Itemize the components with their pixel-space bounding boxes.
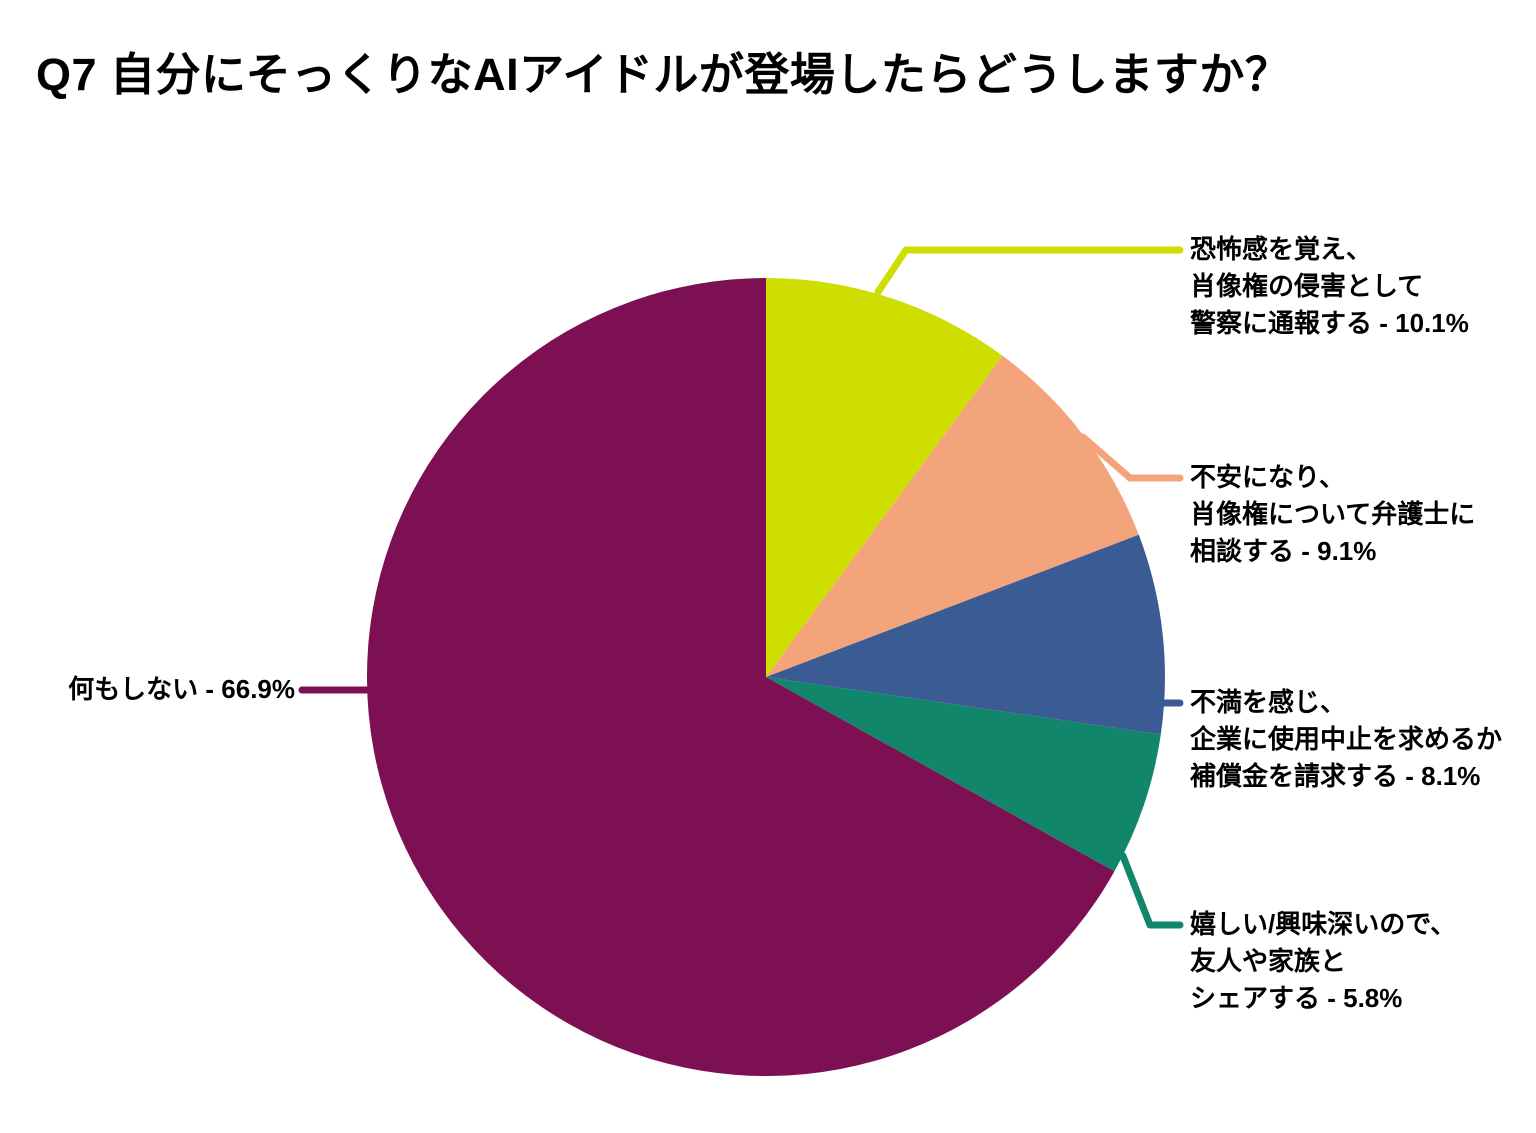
- slice-label-do-nothing: 何もしない - 66.9%: [68, 674, 295, 704]
- slice-label-demand-compensation: 不満を感じ、 企業に使用中止を求めるか 補償金を請求する - 8.1%: [1190, 687, 1503, 791]
- pie-slice-2: [766, 534, 1165, 735]
- slice-label-consult-lawyer: 不安になり、 肖像権について弁護士に 相談する - 9.1%: [1190, 462, 1476, 566]
- pie-slice-3: [766, 677, 1161, 872]
- pie-slice-4: [366, 278, 1115, 1076]
- slice-label-report-to-police: 恐怖感を覚え、 肖像権の侵害として 警察に通報する - 10.1%: [1190, 234, 1469, 338]
- leader-line-1: [1079, 433, 1184, 482]
- pie-slice-1: [766, 355, 1139, 677]
- slice-label-share-with-friends: 嬉しい/興味深いので、 友人や家族と シェアする - 5.8%: [1190, 909, 1457, 1013]
- leader-line-3: [1119, 852, 1184, 929]
- chart-title: Q7 自分にそっくりなAIアイドルが登場したらどうしますか？: [36, 49, 1291, 100]
- leader-line-0: [874, 246, 1184, 296]
- pie-slice-0: [766, 278, 1003, 677]
